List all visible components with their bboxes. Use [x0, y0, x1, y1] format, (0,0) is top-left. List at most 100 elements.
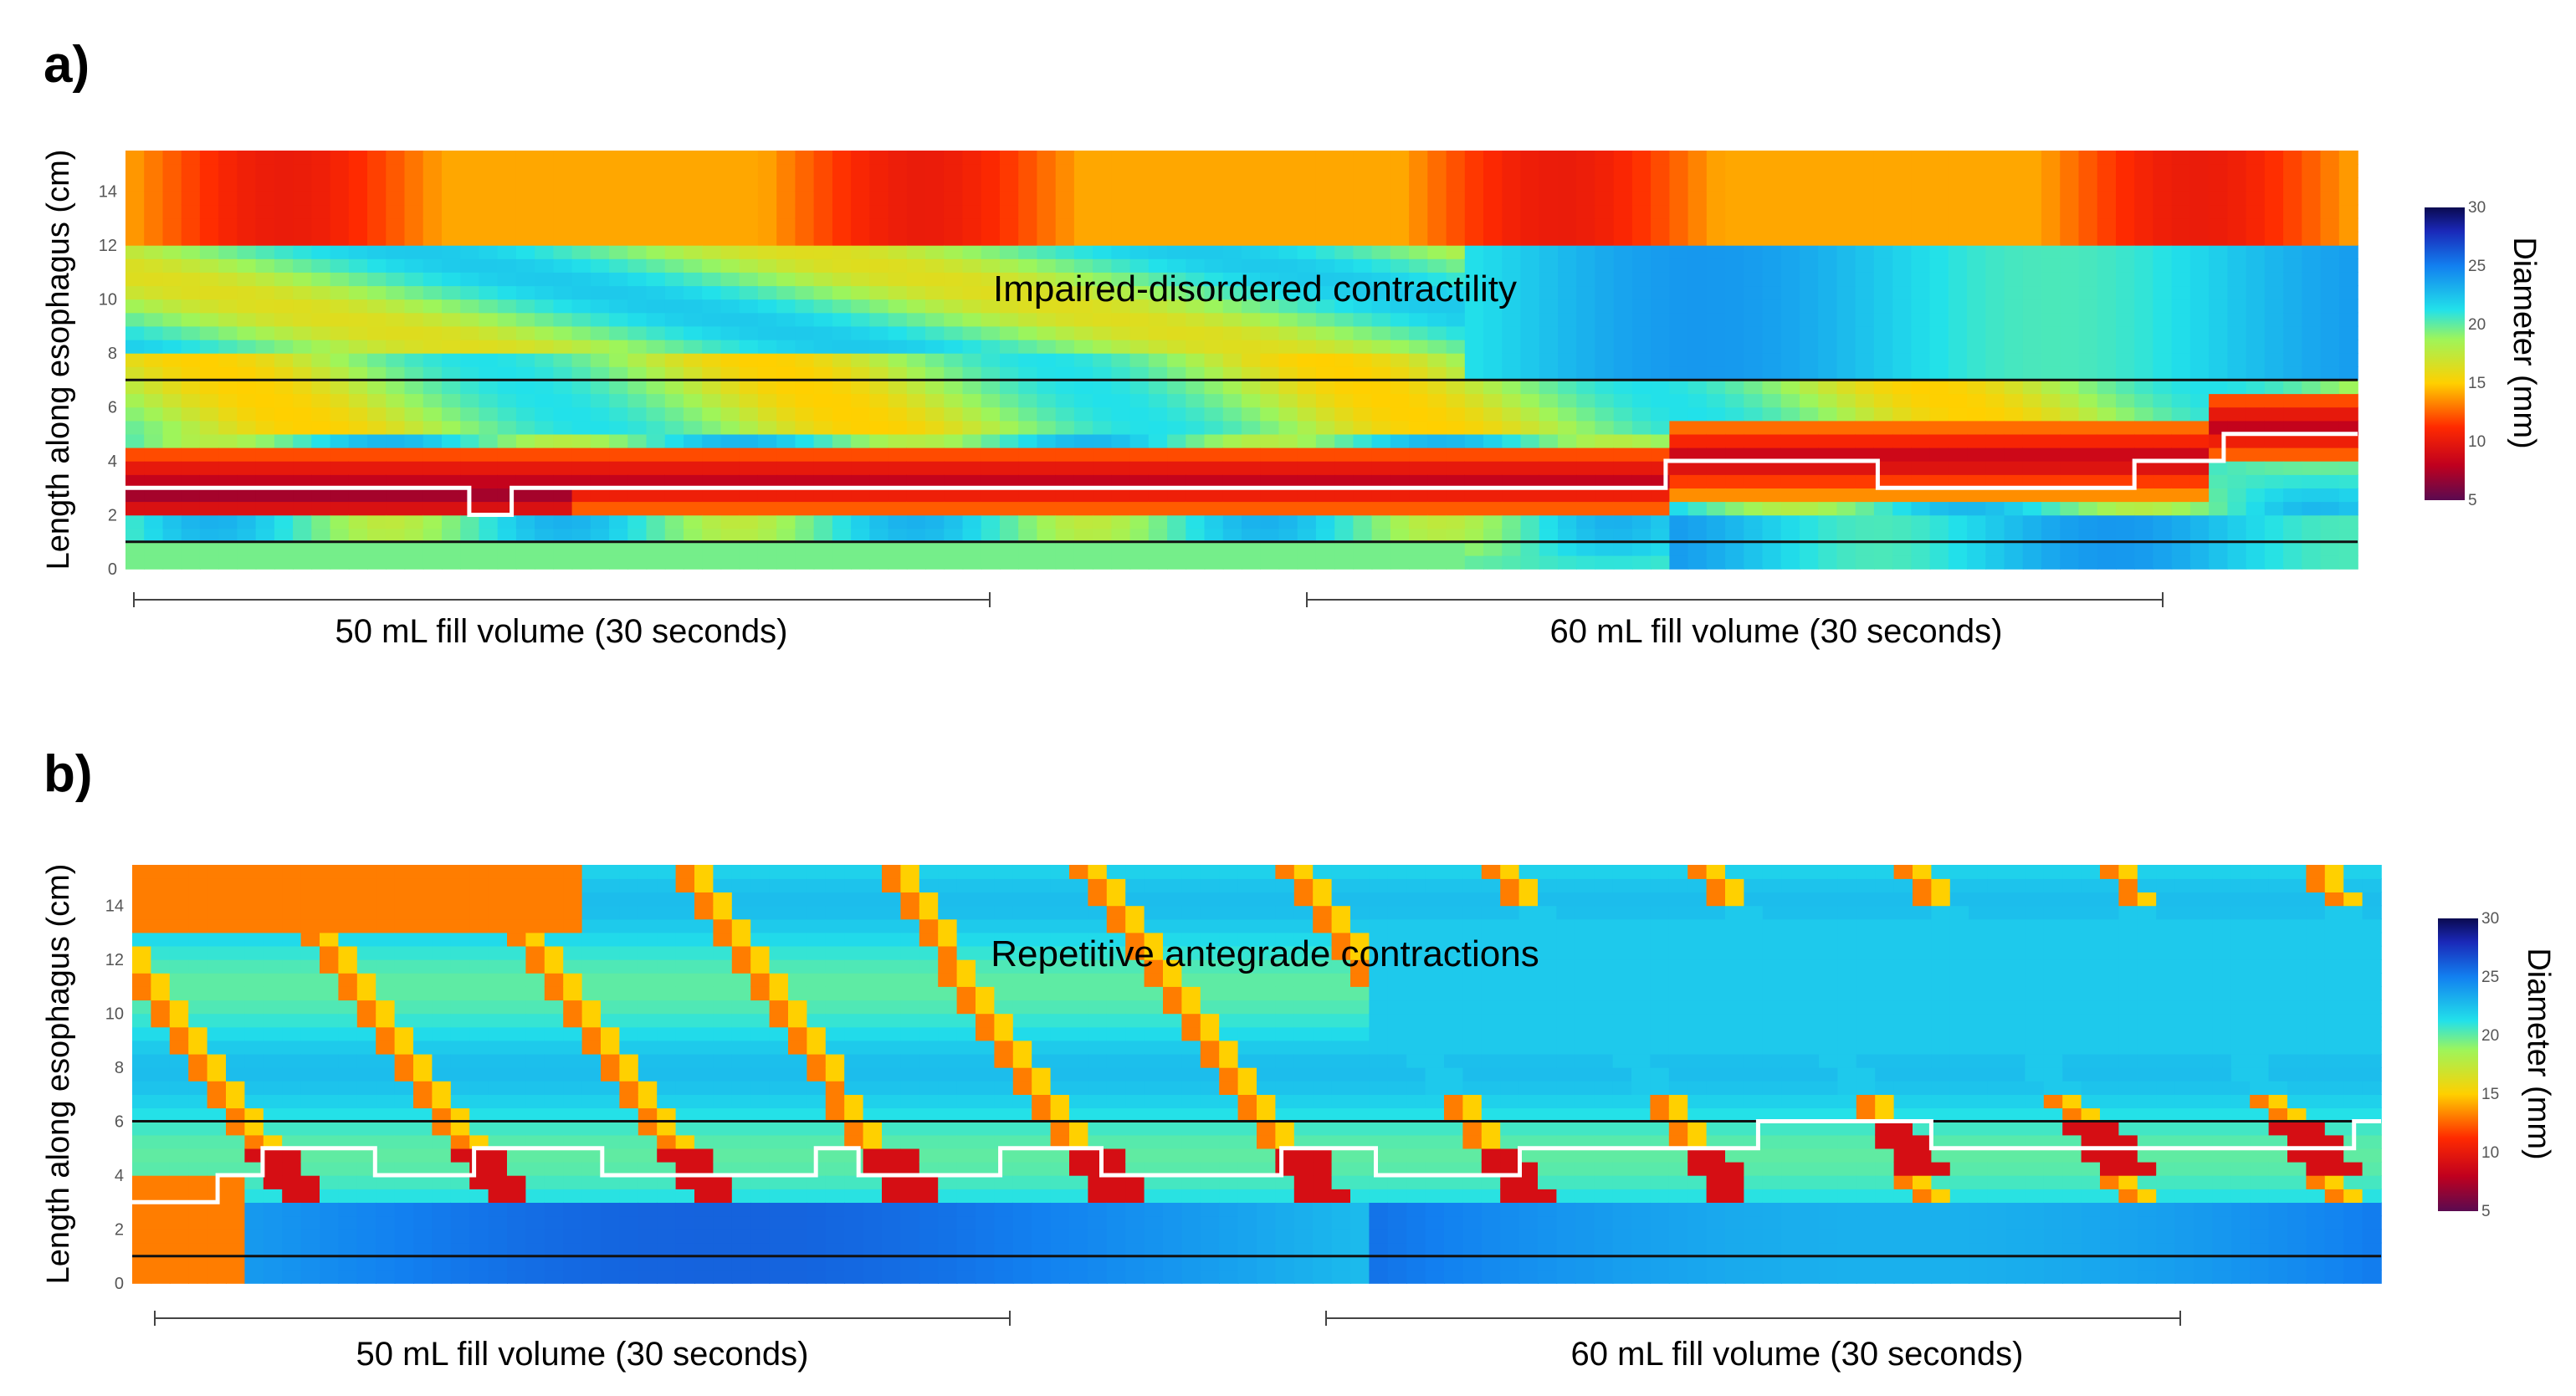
heatmap-cell [788, 945, 808, 960]
heatmap-cell [320, 1121, 340, 1136]
heatmap-cell [807, 905, 827, 920]
heatmap-cell [788, 932, 808, 947]
heatmap-cell [1483, 325, 1503, 340]
heatmap-cell [1204, 555, 1224, 570]
heatmap-cell [469, 1175, 489, 1189]
heatmap-cell [757, 488, 777, 503]
heatmap-cell [1762, 164, 1782, 178]
heatmap-cell [1873, 231, 1893, 246]
heatmap-cell [1762, 461, 1782, 475]
heatmap-cell [2004, 393, 2024, 408]
heatmap-cell [274, 447, 294, 462]
heatmap-cell [1353, 325, 1373, 340]
heatmap-cell [2078, 339, 2098, 354]
heatmap-cell [1129, 352, 1150, 367]
heatmap-cell [750, 1040, 771, 1055]
heatmap-cell [2264, 488, 2284, 503]
heatmap-cell [1967, 555, 1987, 570]
heatmap-cell [627, 285, 648, 300]
heatmap-cell [788, 1229, 808, 1244]
heatmap-cell [207, 986, 227, 1001]
heatmap-cell [432, 865, 452, 879]
heatmap-cell [962, 339, 982, 354]
heatmap-cell [571, 501, 592, 516]
heatmap-cell [2153, 488, 2173, 503]
heatmap-cell [226, 865, 246, 879]
heatmap-cell [2134, 461, 2154, 475]
heatmap-cell [320, 1175, 340, 1189]
heatmap-cell [2189, 380, 2210, 395]
heatmap-cell [825, 1189, 845, 1203]
heatmap-cell [2209, 299, 2229, 314]
heatmap-cell [2097, 244, 2117, 259]
heatmap-cell [181, 488, 201, 503]
heatmap-cell [1242, 339, 1261, 354]
heatmap-cell [1073, 151, 1093, 165]
heatmap-cell [367, 231, 387, 246]
heatmap-cell [1744, 501, 1764, 516]
heatmap-cell [367, 393, 387, 408]
heatmap-cell [1018, 488, 1038, 503]
heatmap-cell [169, 1242, 189, 1257]
heatmap-cell [2338, 514, 2358, 529]
heatmap-cell [638, 878, 658, 892]
heatmap-cell [1725, 366, 1745, 381]
heatmap-cell [1967, 528, 1987, 543]
heatmap-cell [544, 878, 564, 892]
heatmap-cell [1948, 407, 1968, 422]
heatmap-cell [1669, 380, 1689, 395]
heatmap-cell [1967, 393, 1987, 408]
heatmap-cell [226, 1202, 246, 1217]
heatmap-cell [619, 1189, 639, 1203]
heatmap-cell [274, 204, 294, 219]
heatmap-cell [497, 447, 517, 462]
heatmap-cell [404, 514, 424, 529]
heatmap-cell [1836, 339, 1856, 354]
heatmap-cell [293, 555, 313, 570]
heatmap-cell [571, 325, 592, 340]
heatmap-cell [2302, 217, 2322, 233]
heatmap-cell [1167, 272, 1187, 287]
heatmap-cell [293, 177, 313, 192]
heatmap-cell [132, 1081, 152, 1095]
heatmap-cell [601, 1215, 621, 1230]
heatmap-cell [1353, 339, 1373, 354]
heatmap-cell [1148, 151, 1168, 165]
heatmap-cell [1297, 352, 1317, 367]
heatmap-cell [2264, 258, 2284, 273]
heatmap-cell [497, 514, 517, 529]
heatmap-cell [226, 945, 246, 960]
heatmap-cell [367, 366, 387, 381]
heatmap-cell [1985, 352, 2005, 367]
heatmap-cell [1800, 501, 1819, 516]
heatmap-cell [1725, 352, 1745, 367]
heatmap-cell [274, 433, 294, 448]
heatmap-cell [664, 244, 684, 259]
heatmap-cell [497, 407, 517, 422]
heatmap-cell [1037, 461, 1057, 475]
heatmap-cell [199, 204, 219, 219]
heatmap-cell [162, 541, 182, 556]
heatmap-cell [962, 407, 982, 422]
heatmap-cell [684, 447, 703, 462]
heatmap-cell [1371, 204, 1391, 219]
heatmap-cell [1278, 204, 1298, 219]
heatmap-cell [1687, 501, 1708, 516]
heatmap-cell [1409, 528, 1429, 543]
heatmap-cell [638, 1242, 658, 1257]
heatmap-cell [1242, 299, 1261, 314]
heatmap-cell [488, 932, 508, 947]
heatmap-cell [1334, 393, 1355, 408]
heatmap-cell [807, 1189, 827, 1203]
heatmap-cell [293, 299, 313, 314]
heatmap-cell [581, 1175, 602, 1189]
heatmap-cell [1464, 285, 1484, 300]
heatmap-cell [776, 433, 796, 448]
heatmap-cell [1539, 514, 1559, 529]
heatmap-cell [404, 541, 424, 556]
heatmap-cell [684, 407, 703, 422]
heatmap-cell [376, 1081, 396, 1095]
heatmap-cell [1520, 299, 1540, 314]
heatmap-cell [386, 352, 406, 367]
heatmap-cell [218, 488, 238, 503]
